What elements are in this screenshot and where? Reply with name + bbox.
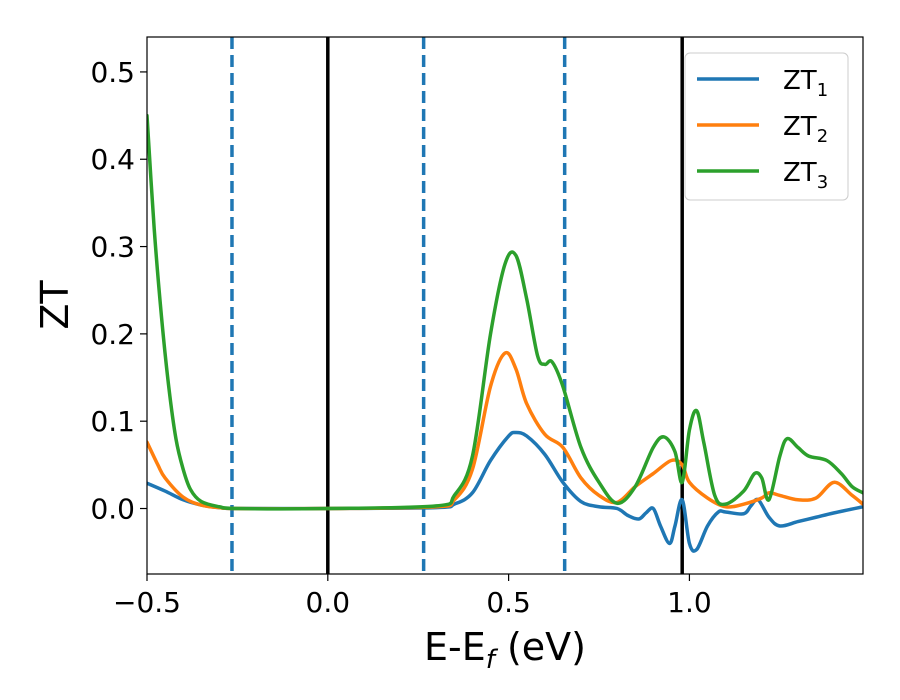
series-line-zt3 <box>147 113 863 511</box>
y-tick-label: 0.4 <box>90 143 135 176</box>
x-tick-label: −0.5 <box>113 586 181 619</box>
y-tick-label: 0.5 <box>90 56 135 89</box>
plot-frame <box>146 36 864 575</box>
legend-box <box>684 52 849 201</box>
legend-label-zt2: ZT2 <box>783 112 828 147</box>
y-axis-label: ZT <box>33 280 77 330</box>
legend-label-zt1: ZT1 <box>783 66 828 101</box>
x-axis: −0.5 0.0 0.5 1.0 <box>113 574 712 619</box>
legend: ZT1 ZT2 ZT3 <box>684 52 849 201</box>
y-tick-label: 0.1 <box>90 405 135 438</box>
x-tick-label: 0.5 <box>486 586 531 619</box>
x-tick-label: 1.0 <box>667 586 712 619</box>
series-line-zt1 <box>147 430 863 553</box>
y-tick-label: 0.3 <box>90 231 135 264</box>
y-tick-label: 0.0 <box>90 493 135 526</box>
plot-area <box>147 37 863 574</box>
legend-label-zt3: ZT3 <box>783 158 828 193</box>
series-line-zt2 <box>147 350 863 511</box>
y-tick-label: 0.2 <box>90 318 135 351</box>
y-axis: 0.0 0.1 0.2 0.3 0.4 0.5 <box>90 56 147 526</box>
x-tick-label: 0.0 <box>306 586 351 619</box>
x-axis-label: E-Ef (eV) <box>424 625 586 675</box>
